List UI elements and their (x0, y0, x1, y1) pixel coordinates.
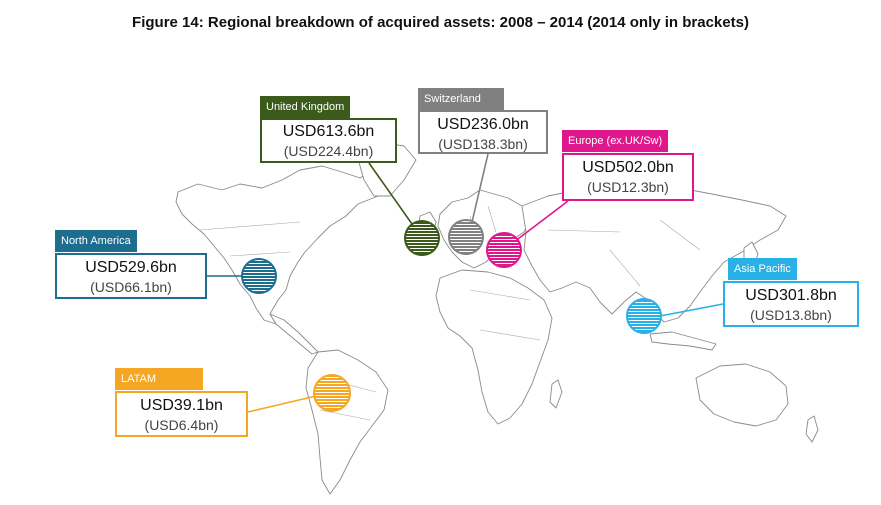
value-2014-north-america: (USD66.1bn) (90, 279, 172, 295)
value-total-united-kingdom: USD613.6bn (282, 123, 375, 140)
value-total-asia-pacific: USD301.8bn (745, 287, 837, 304)
label-tag-latam: LATAM (115, 368, 203, 390)
marker-latam (313, 374, 351, 412)
value-2014-switzerland: (USD138.3bn) (438, 136, 528, 152)
north-america-landmass (175, 165, 387, 325)
callout-united-kingdom: USD613.6bn (USD224.4bn) (260, 118, 397, 163)
new-zealand-landmass (805, 415, 819, 443)
label-tag-north-america: North America (55, 230, 137, 252)
marker-switzerland (448, 219, 484, 255)
madagascar-landmass (549, 379, 563, 409)
callout-europe: USD502.0bn (USD12.3bn) (562, 153, 694, 201)
callout-latam: USD39.1bn (USD6.4bn) (115, 391, 248, 437)
australia-landmass (695, 363, 789, 427)
label-tag-switzerland: Switzerland (418, 88, 504, 110)
value-2014-asia-pacific: (USD13.8bn) (750, 307, 832, 323)
value-total-latam: USD39.1bn (140, 397, 223, 414)
label-tag-asia-pacific: Asia Pacific (728, 258, 797, 280)
value-total-switzerland: USD236.0bn (437, 116, 529, 133)
south-america-landmass (305, 349, 389, 495)
marker-north-america (241, 258, 277, 294)
callout-switzerland: USD236.0bn (USD138.3bn) (418, 110, 548, 154)
value-2014-latam: (USD6.4bn) (144, 417, 219, 433)
value-2014-europe: (USD12.3bn) (587, 179, 669, 195)
figure-title: Figure 14: Regional breakdown of acquire… (132, 14, 749, 31)
africa-landmass (435, 269, 553, 425)
indonesia-landmass (649, 331, 717, 351)
marker-asia-pacific (626, 298, 662, 334)
marker-united-kingdom (404, 220, 440, 256)
label-tag-united-kingdom: United Kingdom (260, 96, 351, 118)
marker-europe (486, 232, 522, 268)
value-total-europe: USD502.0bn (582, 159, 674, 176)
value-2014-united-kingdom: (USD224.4bn) (283, 143, 374, 159)
value-total-north-america: USD529.6bn (85, 259, 177, 276)
central-america-landmass (269, 313, 319, 355)
callout-north-america: USD529.6bn (USD66.1bn) (55, 253, 207, 299)
callout-asia-pacific: USD301.8bn (USD13.8bn) (723, 281, 859, 327)
label-tag-europe: Europe (ex.UK/Sw) (562, 130, 669, 152)
